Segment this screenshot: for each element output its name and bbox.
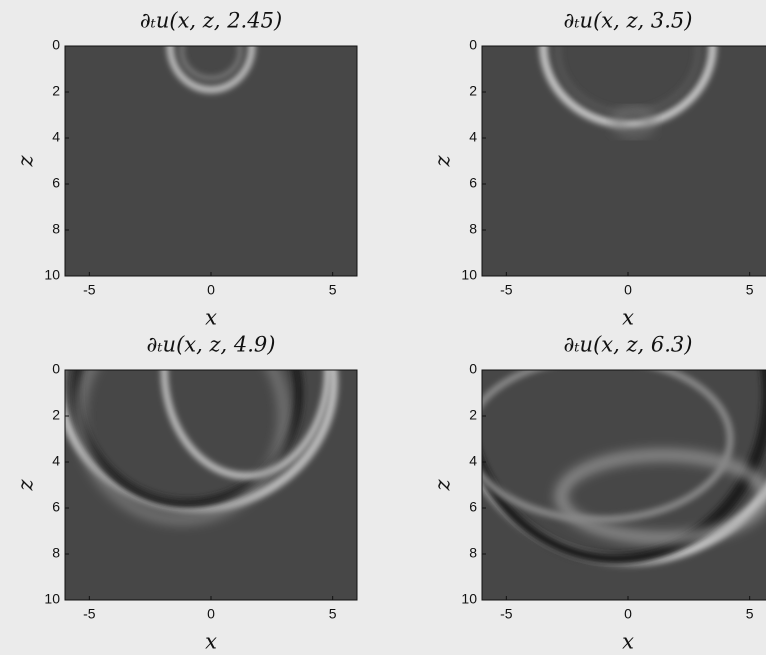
wavefront: [76, 370, 287, 523]
y-tick-label: 4: [469, 453, 477, 469]
chart-title: ∂ₜu(x, z, 4.9): [147, 333, 276, 357]
wavefront: [482, 370, 766, 565]
y-tick-label: 2: [52, 83, 60, 99]
x-tick-label: -5: [500, 606, 513, 622]
y-tick-label: 6: [469, 175, 477, 191]
y-tick-label: 2: [469, 407, 477, 423]
y-tick-label: 0: [469, 361, 477, 377]
x-tick-label: 0: [207, 606, 215, 622]
field-image: [482, 370, 766, 600]
y-tick-label: 6: [469, 499, 477, 515]
x-tick-label: 5: [746, 282, 754, 298]
y-tick-label: 6: [52, 499, 60, 515]
y-tick-label: 0: [52, 361, 60, 377]
panel: -5 0 5 0 2 4 6 8 10 ∂ₜu(x, z, 4.9) x z: [14, 333, 358, 654]
y-tick-label: 6: [52, 175, 60, 191]
y-axis-label: z: [14, 479, 38, 492]
y-tick-label: 8: [52, 545, 60, 561]
x-tick-label: 5: [746, 606, 754, 622]
x-tick-label: 5: [329, 282, 337, 298]
chart-title: ∂ₜu(x, z, 2.45): [140, 9, 282, 33]
y-tick-label: 0: [52, 37, 60, 53]
wavefront: [613, 107, 655, 137]
y-tick-label: 2: [52, 407, 60, 423]
x-tick-label: 0: [624, 282, 632, 298]
wavefront: [166, 46, 256, 94]
x-axis-label: x: [622, 630, 634, 654]
y-tick-label: 10: [461, 267, 477, 283]
wavefront: [482, 370, 734, 523]
wavefront: [179, 46, 243, 81]
chart-title: ∂ₜu(x, z, 6.3): [564, 333, 693, 357]
y-axis-label: z: [431, 155, 455, 168]
y-tick-label: 8: [469, 221, 477, 237]
y-tick-label: 0: [469, 37, 477, 53]
field-image: [482, 46, 766, 276]
field-background: [482, 46, 766, 276]
wavefront: [539, 46, 717, 129]
y-tick-label: 8: [469, 545, 477, 561]
wavefront: [71, 370, 304, 509]
x-tick-label: 0: [207, 282, 215, 298]
y-tick-label: 4: [52, 453, 60, 469]
x-tick-label: -5: [83, 606, 96, 622]
field-image: [65, 370, 357, 600]
x-tick-label: 5: [329, 606, 337, 622]
panel: -5 0 5 0 2 4 6 8 10 ∂ₜu(x, z, 3.5) x z: [431, 9, 766, 330]
y-tick-label: 8: [52, 221, 60, 237]
y-tick-label: 10: [44, 267, 60, 283]
y-tick-label: 10: [461, 591, 477, 607]
field-image: [65, 46, 357, 276]
field-background: [65, 46, 357, 276]
x-axis-label: x: [205, 630, 217, 654]
x-tick-label: 0: [624, 606, 632, 622]
y-tick-label: 4: [52, 129, 60, 145]
x-axis-label: x: [622, 306, 634, 330]
x-tick-label: -5: [500, 282, 513, 298]
panel: -5 0 5 0 2 4 6 8 10 ∂ₜu(x, z, 2.45) x z: [14, 9, 358, 330]
y-tick-label: 4: [469, 129, 477, 145]
wavefront: [556, 451, 766, 542]
y-tick-label: 10: [44, 591, 60, 607]
panel: -5 0 5 0 2 4 6 8 10 ∂ₜu(x, z, 6.3) x z: [431, 333, 766, 654]
y-axis-label: z: [14, 155, 38, 168]
y-axis-label: z: [431, 479, 455, 492]
x-axis-label: x: [205, 306, 217, 330]
y-tick-label: 2: [469, 83, 477, 99]
chart-title: ∂ₜu(x, z, 3.5): [564, 9, 693, 33]
x-tick-label: -5: [83, 282, 96, 298]
